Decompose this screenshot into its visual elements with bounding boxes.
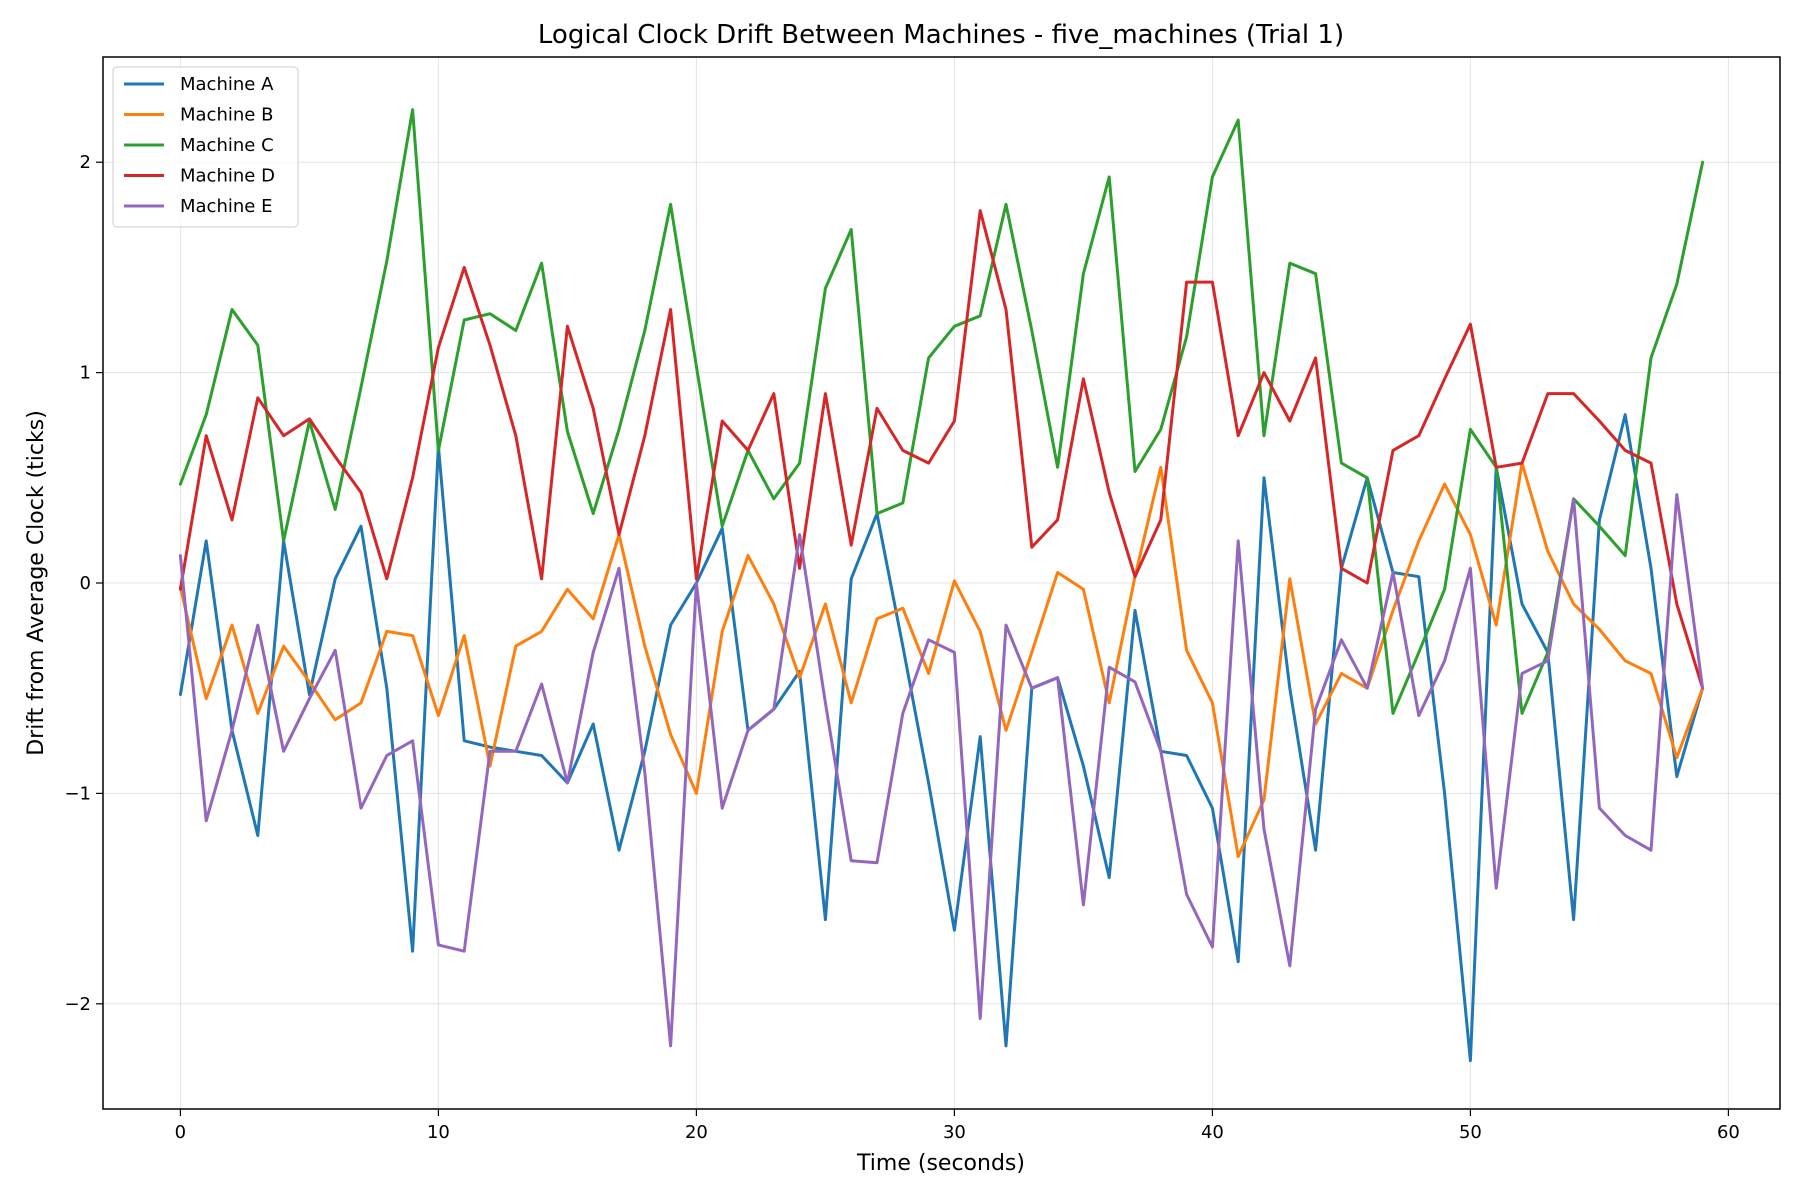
- x-tick-label: 50: [1459, 1122, 1482, 1143]
- legend-item-machine-a: Machine A: [124, 74, 274, 95]
- x-tick-label: 0: [175, 1122, 186, 1143]
- y-axis: −2 −1 0 1 2: [64, 152, 103, 1015]
- legend-label: Machine A: [180, 74, 274, 95]
- y-tick-label: 2: [80, 152, 91, 173]
- x-tick-label: 10: [427, 1122, 450, 1143]
- y-tick-label: 0: [80, 573, 91, 594]
- x-tick-label: 30: [943, 1122, 966, 1143]
- legend-label: Machine B: [180, 105, 273, 126]
- legend-label: Machine E: [180, 196, 272, 217]
- series-line-machine-b: [178, 461, 1705, 858]
- series-lines: [178, 108, 1705, 1063]
- x-tick-label: 40: [1201, 1122, 1224, 1143]
- chart-title: Logical Clock Drift Between Machines - f…: [538, 20, 1344, 50]
- y-tick-label: −1: [64, 783, 91, 804]
- legend-label: Machine D: [180, 166, 275, 187]
- series-line-machine-d: [178, 209, 1705, 690]
- y-tick-label: −2: [64, 994, 91, 1015]
- series-line-machine-c: [178, 108, 1705, 715]
- legend-box: [112, 66, 299, 228]
- x-tick-label: 20: [685, 1122, 708, 1143]
- legend-item-machine-b: Machine B: [124, 105, 273, 126]
- series-line-machine-a: [178, 413, 1705, 1063]
- y-tick-label: 1: [80, 363, 91, 384]
- series-line-machine-e: [178, 493, 1705, 1048]
- legend-item-machine-e: Machine E: [124, 196, 272, 217]
- legend: Machine A Machine B Machine C Machine D Mach…: [112, 66, 299, 228]
- legend-item-machine-c: Machine C: [124, 135, 274, 156]
- legend-item-machine-d: Machine D: [124, 166, 275, 187]
- y-axis-title: Drift from Average Clock (ticks): [24, 410, 49, 756]
- legend-label: Machine C: [180, 135, 274, 156]
- x-tick-label: 60: [1717, 1122, 1740, 1143]
- x-axis-title: Time (seconds): [856, 1151, 1025, 1176]
- x-axis: 0 10 20 30 40 50 60: [175, 1109, 1740, 1143]
